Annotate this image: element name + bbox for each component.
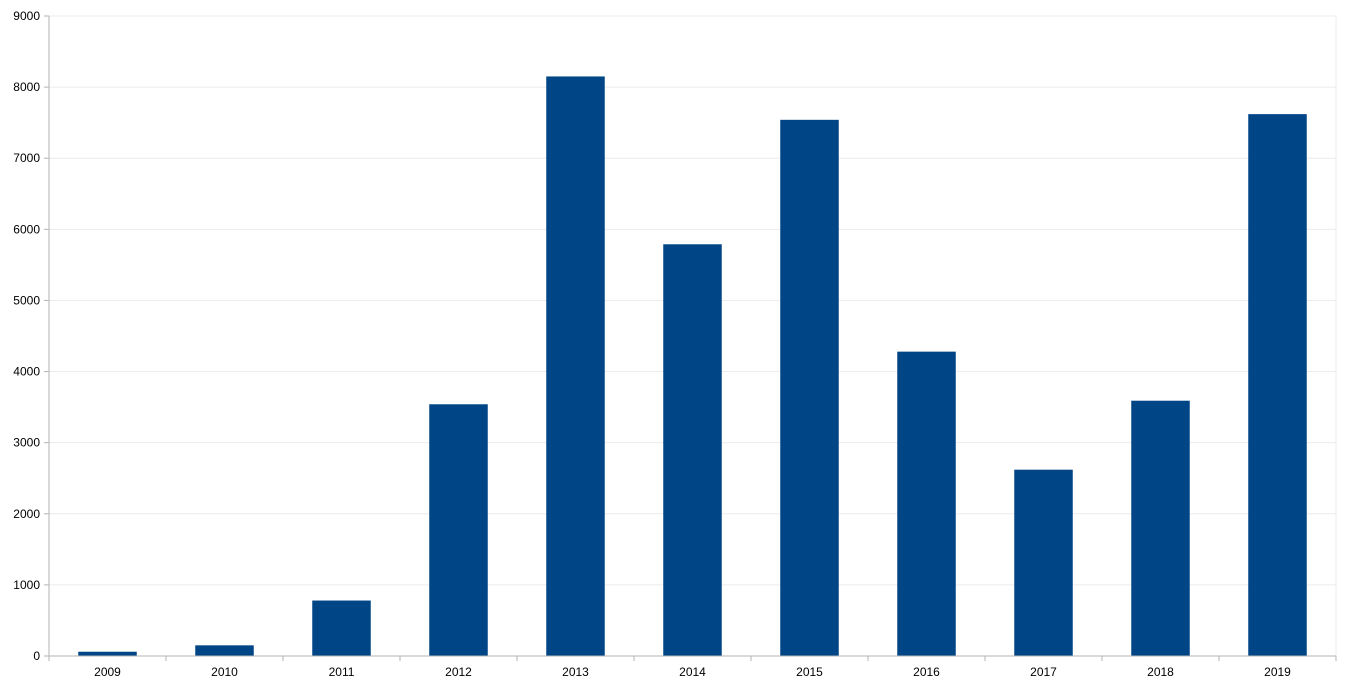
y-tick-label: 5000 — [13, 293, 40, 307]
x-tick-label: 2015 — [796, 665, 823, 679]
bar-2019 — [1248, 114, 1307, 657]
y-tick-label: 1000 — [13, 578, 40, 592]
bar-2012 — [429, 404, 488, 656]
bar-2011 — [312, 600, 371, 656]
y-tick-label: 4000 — [13, 365, 40, 379]
bar-2018 — [1131, 400, 1190, 656]
x-tick-label: 2011 — [329, 665, 355, 679]
x-tick-label: 2017 — [1030, 665, 1057, 679]
y-axis-tick-labels: 0 1000 2000 3000 4000 5000 6000 7000 8000 9000 — [13, 9, 40, 663]
bar-2009 — [78, 651, 137, 656]
x-tick-label: 2018 — [1147, 665, 1174, 679]
bar-2010 — [195, 645, 254, 656]
x-tick-label: 2010 — [211, 665, 238, 679]
bar-2015 — [780, 119, 839, 657]
y-tick-label: 0 — [33, 649, 40, 663]
y-tick-label: 9000 — [13, 9, 40, 23]
x-tick-label: 2012 — [445, 665, 472, 679]
y-tick-label: 8000 — [13, 80, 40, 94]
bar-2014 — [663, 244, 722, 656]
bar-2016 — [897, 351, 956, 656]
x-axis-tick-labels: 2009 2010 2011 2012 2013 2014 2015 2016 2017 2018… — [94, 665, 1291, 679]
axes — [44, 15, 1337, 661]
x-tick-label: 2014 — [679, 665, 706, 679]
y-tick-label: 6000 — [13, 222, 40, 236]
y-tick-label: 3000 — [13, 436, 40, 450]
x-tick-label: 2019 — [1264, 665, 1291, 679]
x-tick-label: 2013 — [562, 665, 589, 679]
bar-2017 — [1014, 469, 1073, 656]
y-tick-label: 7000 — [13, 151, 40, 165]
y-tick-label: 2000 — [13, 507, 40, 521]
x-tick-label: 2009 — [94, 665, 121, 679]
bar-2013 — [546, 76, 605, 656]
x-tick-label: 2016 — [913, 665, 940, 679]
bar-series — [78, 76, 1307, 657]
